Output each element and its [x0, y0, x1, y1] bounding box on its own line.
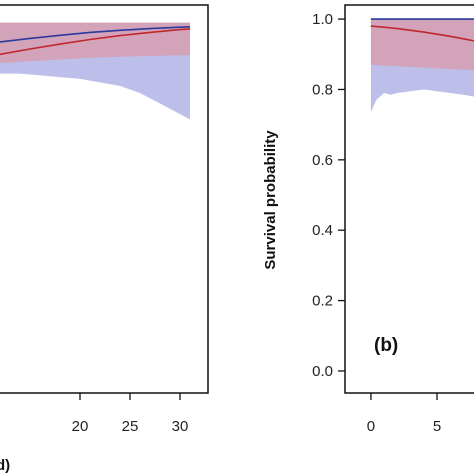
y-tick-label: 1.0 — [312, 11, 333, 28]
confidence-band-2 — [370, 19, 474, 71]
panel-right-bands — [370, 19, 474, 113]
y-tick-label: 0.4 — [312, 222, 333, 239]
y-tick-label: 0.8 — [312, 81, 333, 98]
y-tick-label: 0.2 — [312, 293, 333, 310]
panel-right-y-axis: 0.0 0.2 0.4 0.6 0.8 1.0 — [312, 11, 345, 380]
x-tick-label: 30 — [172, 418, 189, 435]
panel-left-frame — [0, 4, 209, 394]
series-line-2 — [0, 28, 191, 56]
panel-label-b: (b) — [374, 335, 398, 356]
series-line-2 — [370, 25, 474, 42]
x-tick-label: 0 — [367, 418, 375, 435]
x-tick-label: 20 — [72, 418, 89, 435]
y-tick-label: 0.0 — [312, 363, 333, 380]
panel-right-y-axis-title: Survival probability — [262, 130, 279, 270]
panel-left-bands — [0, 22, 190, 120]
panel-left-x-axis-title: d) — [0, 457, 10, 474]
series-line-1 — [0, 26, 191, 43]
y-tick-label: 0.6 — [312, 152, 333, 169]
x-tick-label: 25 — [122, 418, 139, 435]
panel-left-lines — [0, 26, 191, 56]
panel-left: 20 25 30 d) — [0, 4, 209, 474]
panel-right-lines — [370, 18, 474, 42]
panel-right-frame — [344, 4, 474, 394]
panel-left-x-axis: 20 25 30 — [72, 393, 189, 435]
x-tick-label: 5 — [433, 418, 441, 435]
